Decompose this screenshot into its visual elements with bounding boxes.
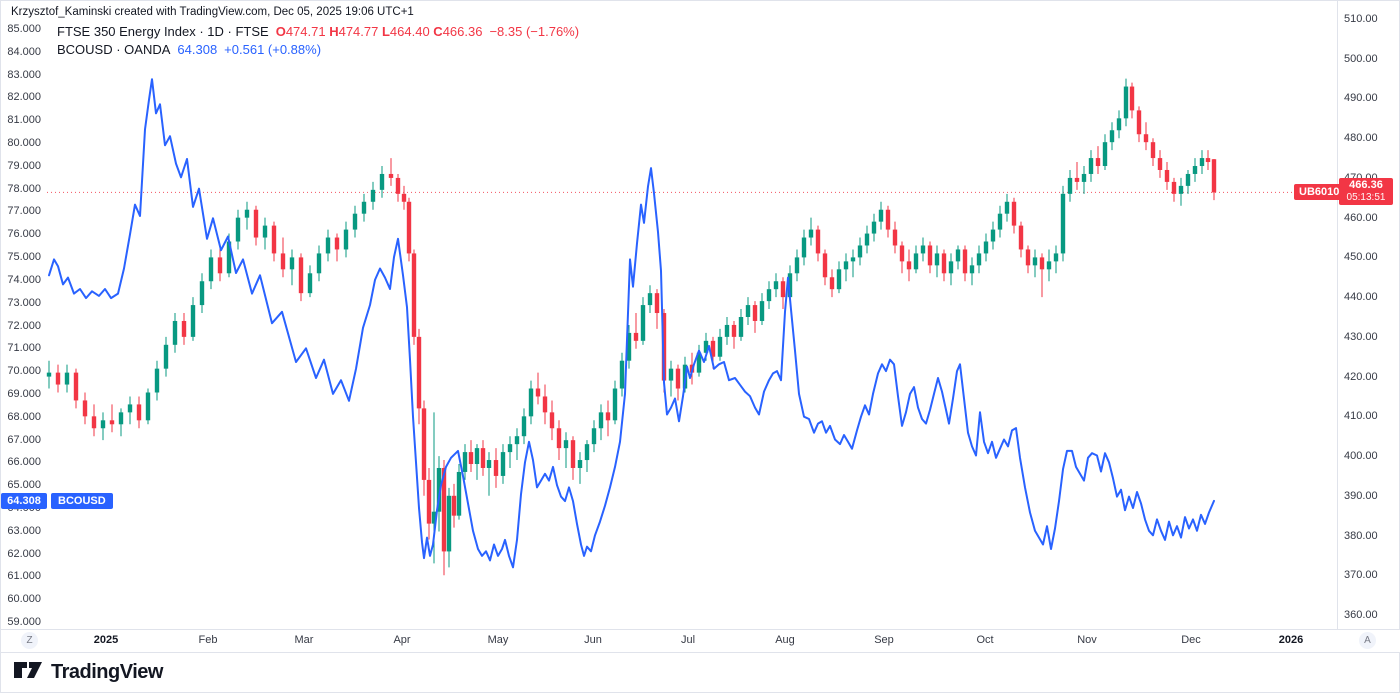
- left-axis-tick: 80.000: [7, 137, 41, 150]
- left-axis-tick: 78.000: [7, 182, 41, 195]
- price-chart-canvas[interactable]: [1, 1, 1400, 651]
- tradingview-logo[interactable]: TradingView: [13, 659, 163, 686]
- time-axis-tick: Nov: [1077, 634, 1097, 646]
- chart-legend: FTSE 350 Energy Index · 1D · FTSE O474.7…: [57, 23, 579, 59]
- legend-symbol-ftse[interactable]: FTSE 350 Energy Index · 1D · FTSE: [57, 24, 269, 39]
- bar-countdown: 05:13:51: [1346, 192, 1386, 204]
- legend-value-bcousd: 64.308: [177, 42, 218, 57]
- right-axis-tick: 460.00: [1344, 211, 1378, 224]
- left-axis-tick: 79.000: [7, 159, 41, 172]
- right-axis-tick: 410.00: [1344, 410, 1378, 423]
- legend-ohlc-letter: O: [275, 24, 286, 39]
- left-axis-tick: 63.000: [7, 524, 41, 537]
- right-axis-tick: 370.00: [1344, 569, 1378, 582]
- legend-ohlc-value: 464.40: [389, 24, 434, 39]
- right-axis-tick: 480.00: [1344, 132, 1378, 145]
- legend-change-bcousd: +0.561 (+0.88%): [224, 42, 322, 57]
- right-axis-tick: 490.00: [1344, 92, 1378, 105]
- right-axis-tick: 430.00: [1344, 330, 1378, 343]
- last-price-label-left: 64.308: [1, 492, 47, 509]
- time-axis-tick: Sep: [874, 634, 894, 646]
- legend-symbol-bcousd[interactable]: BCOUSD · OANDA: [57, 42, 171, 57]
- legend-ohlc-letter: L: [381, 24, 390, 39]
- right-axis-tick: 390.00: [1344, 489, 1378, 502]
- legend-ohlc-letter: C: [433, 24, 443, 39]
- time-axis-tick: Feb: [198, 634, 218, 646]
- legend-ohlc-value: 474.71: [285, 24, 330, 39]
- left-axis-tick: 71.000: [7, 342, 41, 355]
- left-scale-symbol-badge: BCOUSD: [51, 492, 113, 509]
- left-axis-tick: 66.000: [7, 456, 41, 469]
- time-axis-tick: Oct: [976, 634, 994, 646]
- time-axis-tick: Jul: [680, 634, 696, 646]
- right-axis-tick: 500.00: [1344, 52, 1378, 65]
- left-axis-tick: 65.000: [7, 479, 41, 492]
- left-axis-tick: 59.000: [7, 616, 41, 628]
- right-axis-tick: 400.00: [1344, 450, 1378, 463]
- left-axis-tick: 61.000: [7, 570, 41, 583]
- left-axis-tick: 60.000: [7, 593, 41, 606]
- right-axis-tick: 380.00: [1344, 529, 1378, 542]
- last-price-label-right: 466.36 05:13:51: [1339, 178, 1393, 206]
- right-scale-separator: [1337, 1, 1338, 651]
- left-axis-tick: 81.000: [7, 114, 41, 127]
- left-axis-tick: 82.000: [7, 91, 41, 104]
- left-axis-tick: 84.000: [7, 45, 41, 58]
- time-axis-tick: 2026: [1278, 634, 1304, 646]
- last-price-value: 466.36: [1349, 179, 1383, 192]
- right-axis-tick: 360.00: [1344, 609, 1378, 621]
- time-axis-tick: Jun: [584, 634, 602, 646]
- left-axis-tick: 83.000: [7, 68, 41, 81]
- time-axis-tick: Mar: [294, 634, 314, 646]
- right-axis-tick: 440.00: [1344, 291, 1378, 304]
- legend-ohlc-value: 474.77: [338, 24, 382, 39]
- time-axis-tick: May: [487, 634, 509, 646]
- time-axis-tick: Apr: [393, 634, 411, 646]
- legend-row-bcousd[interactable]: BCOUSD · OANDA 64.308 +0.561 (+0.88%): [57, 41, 579, 59]
- left-axis-tick: 85.000: [7, 23, 41, 35]
- autoscale-button[interactable]: A: [1359, 632, 1376, 649]
- tradingview-logo-text: TradingView: [51, 661, 163, 683]
- price-line-symbol-badge: UB6010: [1294, 184, 1345, 201]
- time-axis-tick: Dec: [1181, 634, 1201, 646]
- timezone-button[interactable]: Z: [21, 632, 38, 649]
- right-axis-tick: 510.00: [1344, 13, 1378, 25]
- left-axis-tick: 67.000: [7, 433, 41, 446]
- legend-ohlc-letter: H: [329, 24, 339, 39]
- left-axis-tick: 77.000: [7, 205, 41, 218]
- legend-ohlc-value: 466.36: [442, 24, 483, 39]
- left-axis-tick: 73.000: [7, 296, 41, 309]
- left-axis-tick: 69.000: [7, 387, 41, 400]
- time-axis-tick: Aug: [775, 634, 795, 646]
- right-axis-tick: 450.00: [1344, 251, 1378, 264]
- left-axis-tick: 72.000: [7, 319, 41, 332]
- legend-change-ftse: −8.35 (−1.76%): [489, 24, 580, 39]
- time-scale[interactable]: Z A 2025 Feb Mar Apr May Jun Jul Aug Sep Oct Nov De…: [1, 629, 1400, 653]
- left-axis-tick: 75.000: [7, 251, 41, 264]
- left-axis-tick: 68.000: [7, 410, 41, 423]
- left-axis-tick: 70.000: [7, 365, 41, 378]
- time-axis-tick: 2025: [93, 634, 119, 646]
- left-axis-tick: 62.000: [7, 547, 41, 560]
- legend-row-ftse[interactable]: FTSE 350 Energy Index · 1D · FTSE O474.7…: [57, 23, 579, 41]
- attribution-text: Krzysztof_Kaminski created with TradingV…: [11, 6, 414, 18]
- left-axis-tick: 76.000: [7, 228, 41, 241]
- left-axis-tick: 74.000: [7, 273, 41, 286]
- tradingview-logo-icon: [13, 659, 43, 686]
- right-axis-tick: 420.00: [1344, 370, 1378, 383]
- legend-ohlc-values: O474.71 H474.77 L464.40 C466.36: [276, 23, 483, 41]
